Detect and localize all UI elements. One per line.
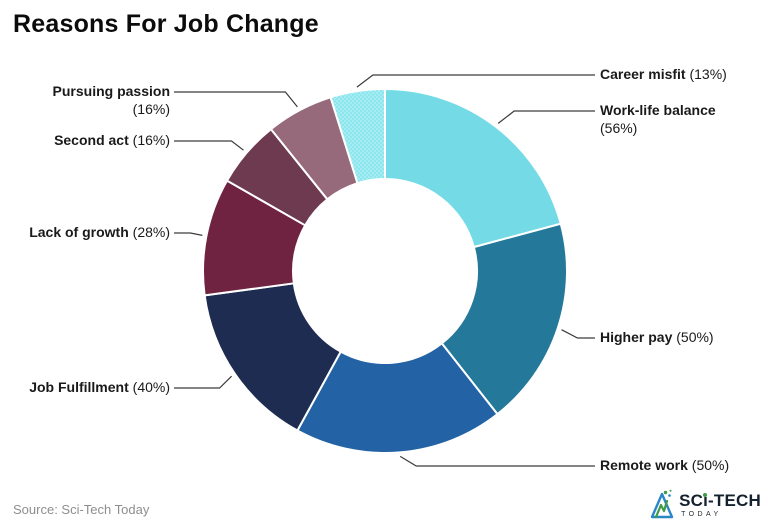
donut-slice-higher-pay	[440, 222, 568, 416]
leader-line-lack-of-growth	[174, 232, 203, 236]
leader-line-second-act	[174, 140, 244, 151]
leader-lines	[174, 74, 595, 467]
scitech-logo-wordmark: SCi-TECH	[679, 490, 761, 510]
donut-slice-career-misfit	[329, 88, 386, 185]
slice-label-higher-pay: Higher pay (50%)	[600, 329, 714, 345]
leader-line-higher-pay	[561, 329, 595, 339]
slice-label-job-fulfillment: Job Fulfillment (40%)	[29, 379, 170, 395]
leader-line-remote-work	[399, 455, 595, 467]
scitech-logo-text: SCi-TECH TODAY	[679, 492, 761, 518]
leader-line-job-fulfillment	[174, 375, 233, 389]
donut-slice-remote-work	[296, 342, 499, 454]
donut-slice-job-fulfillment	[203, 282, 342, 432]
leader-line-work-life-balance	[497, 110, 595, 124]
leader-line-career-misfit	[356, 74, 595, 88]
donut-slice-work-life-balance	[384, 88, 562, 249]
slice-label-pursuing-passion: Pursuing passion (16%)	[52, 83, 170, 117]
leader-line-pursuing-passion	[174, 91, 298, 108]
slice-label-lack-of-growth: Lack of growth (28%)	[29, 224, 170, 240]
logo-i-dot	[703, 492, 708, 497]
slice-label-career-misfit: Career misfit (13%)	[600, 66, 727, 82]
scitech-logo: SCi-TECH TODAY	[649, 489, 761, 520]
scitech-logo-icon	[650, 489, 674, 519]
page-title: Reasons For Job Change	[13, 10, 319, 38]
slice-label-remote-work: Remote work (50%)	[600, 457, 730, 473]
donut-slices	[202, 88, 568, 454]
scitech-logo-tagline: TODAY	[681, 510, 722, 518]
slice-label-work-life-balance: Work-life balance (56%)	[600, 102, 716, 136]
source-note: Source: Sci-Tech Today	[13, 502, 150, 517]
slice-label-second-act: Second act (16%)	[54, 132, 170, 148]
